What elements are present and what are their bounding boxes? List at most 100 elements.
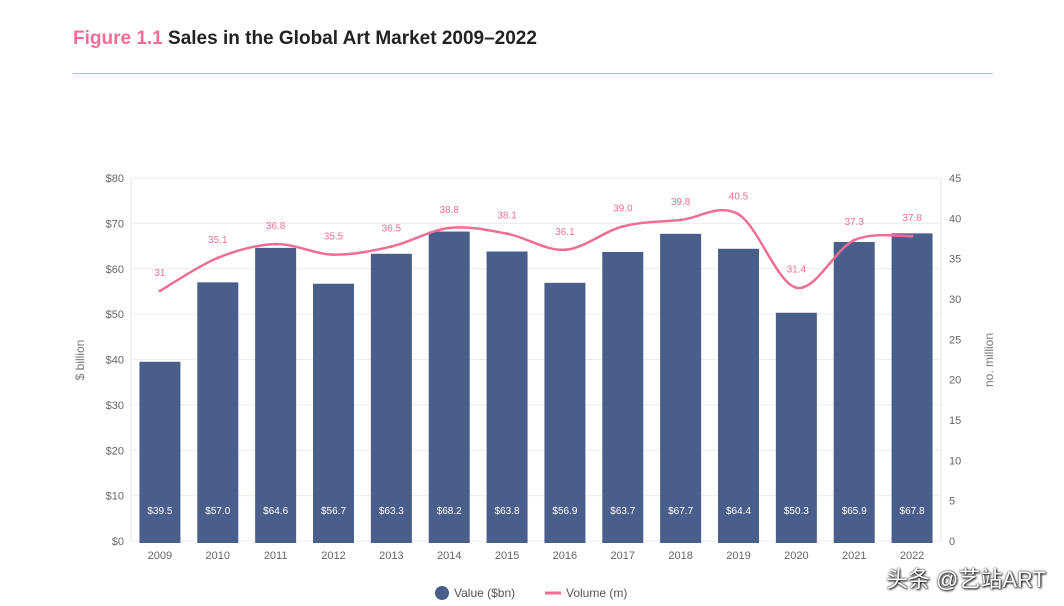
line-point <box>447 226 451 230</box>
line-value-label: 37.8 <box>902 213 922 224</box>
line-value-label: 31 <box>154 268 166 279</box>
x-tick-label: 2009 <box>148 550 172 562</box>
x-tick-label: 2019 <box>726 550 750 562</box>
bar-value-label: $67.8 <box>900 506 925 517</box>
left-axis-title: $ billion <box>73 340 87 381</box>
x-tick-label: 2010 <box>206 550 230 562</box>
right-tick-label: 5 <box>949 496 955 508</box>
right-tick-label: 20 <box>949 375 961 387</box>
x-tick-label: 2015 <box>495 550 519 562</box>
line-point <box>679 218 683 222</box>
bar <box>891 233 933 544</box>
left-tick-label: $10 <box>106 491 124 503</box>
x-tick-label: 2017 <box>611 550 635 562</box>
bar <box>370 253 412 543</box>
bar-value-label: $63.3 <box>379 506 404 517</box>
title-divider <box>73 73 993 74</box>
left-tick-label: $30 <box>106 400 124 412</box>
line-point <box>158 289 162 293</box>
bar-value-label: $63.8 <box>495 506 520 517</box>
right-tick-label: 0 <box>949 536 955 548</box>
right-axis-ticks: 0 5 10 15 20 25 30 35 40 45 <box>949 173 961 548</box>
line-value-label: 35.5 <box>324 232 344 243</box>
bar-value-label: $57.0 <box>205 506 230 517</box>
right-tick-label: 45 <box>949 173 961 185</box>
x-tick-label: 2011 <box>264 550 288 562</box>
line-series <box>158 208 914 293</box>
legend-volume-label: Volume (m) <box>566 586 627 600</box>
line-point <box>563 248 567 252</box>
right-axis-title: no. million <box>982 333 996 387</box>
left-tick-label: $80 <box>106 173 124 185</box>
bar <box>486 251 528 543</box>
bar-value-label: $56.7 <box>321 506 346 517</box>
left-tick-label: $50 <box>106 309 124 321</box>
line-value-label: 35.1 <box>208 235 228 246</box>
line-point <box>621 224 625 228</box>
figure-title: Figure 1.1 Sales in the Global Art Marke… <box>73 28 537 50</box>
bar-value-label: $65.9 <box>842 506 867 517</box>
right-tick-label: 35 <box>949 254 961 266</box>
bar-value-label: $56.9 <box>552 506 577 517</box>
bar-value-label: $63.7 <box>610 506 635 517</box>
bar <box>139 361 181 543</box>
bar <box>197 282 239 543</box>
bar <box>718 248 759 543</box>
bar <box>660 233 702 543</box>
right-tick-label: 40 <box>949 213 961 225</box>
line-point <box>737 212 740 216</box>
legend: Value ($bn) Volume (m) <box>435 586 627 600</box>
figure-title-text: Sales in the Global Art Market 2009–2022 <box>168 28 537 49</box>
bar <box>313 283 354 543</box>
x-tick-label: 2020 <box>784 550 808 562</box>
legend-value-marker <box>435 586 449 600</box>
line-point <box>505 232 509 236</box>
bar-value-label: $39.5 <box>147 506 172 517</box>
line-value-label: 38.8 <box>439 205 459 216</box>
left-axis-ticks: $0 $10 $20 $30 $40 $50 $60 $70 $80 <box>106 173 124 548</box>
line-point <box>910 234 914 238</box>
right-tick-label: 25 <box>949 334 961 346</box>
line-value-labels: 31 35.1 36.8 35.5 36.5 38.8 38.1 36.1 39.0 39.8 40… <box>154 191 922 279</box>
line-value-label: 36.5 <box>382 224 402 235</box>
x-tick-label: 2014 <box>437 550 461 562</box>
right-tick-label: 10 <box>949 455 961 467</box>
x-tick-label: 2013 <box>379 550 403 562</box>
bar-series <box>139 231 933 544</box>
gridlines <box>130 177 942 542</box>
line-value-label: 39.0 <box>613 203 633 214</box>
bar-value-label: $67.7 <box>668 506 693 517</box>
x-tick-label: 2012 <box>321 550 345 562</box>
legend-value-label: Value ($bn) <box>454 586 515 600</box>
bar <box>775 312 817 543</box>
line-point <box>216 256 220 260</box>
watermark: 头条 @艺站ART <box>885 567 1046 592</box>
line-value-label: 39.8 <box>671 197 691 208</box>
line-point <box>852 238 856 242</box>
line-point <box>274 242 278 246</box>
line-point <box>389 245 393 249</box>
line-point <box>332 253 335 257</box>
x-tick-label: 2021 <box>842 550 866 562</box>
line-value-label: 40.5 <box>729 191 749 202</box>
bar <box>255 247 297 543</box>
left-tick-label: $0 <box>112 536 124 548</box>
bar <box>833 241 875 543</box>
figure-label: Figure 1.1 <box>73 28 163 49</box>
left-tick-label: $60 <box>106 264 124 276</box>
bar-value-label: $50.3 <box>784 506 809 517</box>
right-tick-label: 30 <box>949 294 961 306</box>
left-tick-label: $70 <box>106 218 124 230</box>
x-tick-label: 2018 <box>668 550 692 562</box>
line-value-label: 36.1 <box>555 227 575 238</box>
bar <box>602 251 644 543</box>
bar-value-label: $64.6 <box>263 506 288 517</box>
line-point <box>794 286 798 290</box>
line-value-label: 36.8 <box>266 221 286 232</box>
bar <box>428 231 470 544</box>
line-value-label: 38.1 <box>497 211 517 222</box>
left-tick-label: $20 <box>106 445 124 457</box>
bar-value-labels: $39.5 $57.0 $64.6 $56.7 $63.3 $68.2 $63.8 $56.9… <box>147 506 925 517</box>
right-tick-label: 15 <box>949 415 961 427</box>
